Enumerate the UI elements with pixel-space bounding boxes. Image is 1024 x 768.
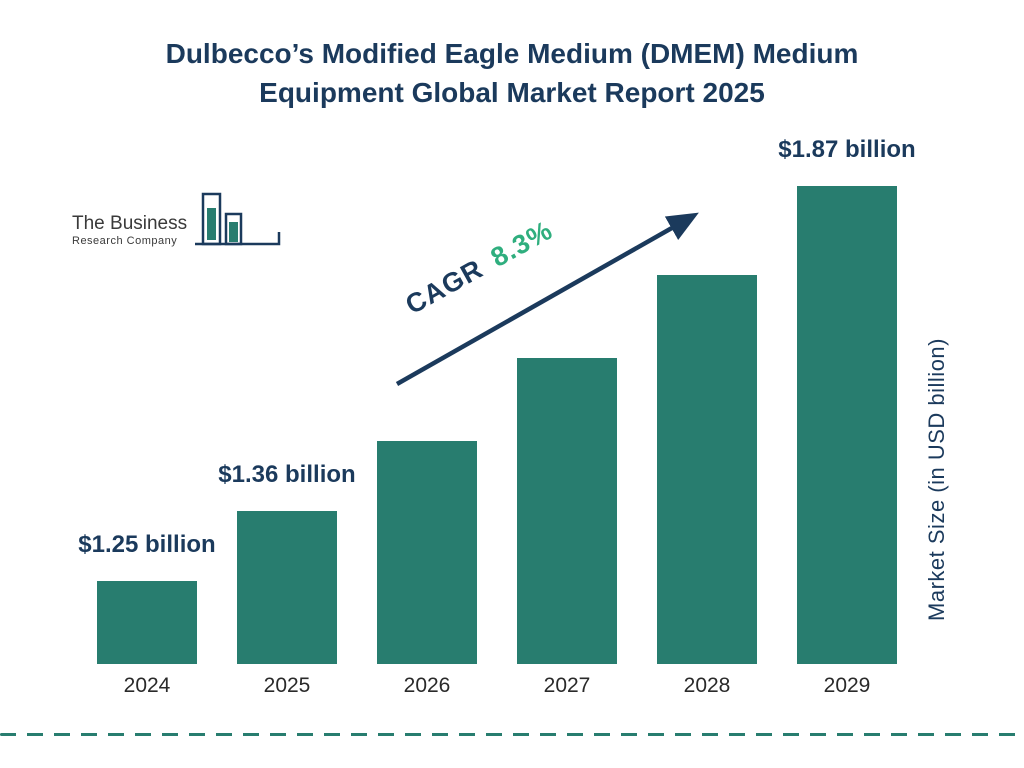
- bar-2029: [797, 186, 897, 664]
- bar-2025: [237, 511, 337, 664]
- bottom-dashed-divider: [0, 733, 1024, 736]
- x-axis-label-2028: 2028: [683, 674, 731, 697]
- bar-column-2024: $1.25 billion 2024: [78, 525, 215, 700]
- chart-title: Dulbecco’s Modified Eagle Medium (DMEM) …: [165, 38, 859, 109]
- bar-column-2027: 2027: [517, 358, 617, 700]
- bar-2028: [657, 275, 757, 664]
- x-axis-label-2027: 2027: [543, 674, 591, 697]
- bar-column-2025: $1.36 billion 2025: [218, 455, 355, 700]
- bar-chart: $1.25 billion 2024 $1.36 billion 2025 2026 20…: [78, 100, 915, 700]
- logo-text: The Business Research Company: [72, 213, 188, 247]
- logo-line1: The Business: [72, 213, 188, 235]
- y-axis-label: Market Size (in USD billion): [924, 338, 949, 621]
- x-axis-label-2025: 2025: [263, 674, 311, 697]
- bar-value-label-2029: $1.87 billion: [778, 136, 916, 164]
- x-axis-label-2024: 2024: [123, 674, 171, 697]
- bar-value-label-2024: $1.25 billion: [78, 531, 216, 559]
- bar-2026: [377, 441, 477, 664]
- logo-bar-chart-icon: [193, 192, 285, 261]
- logo: The Business Research Company: [72, 192, 285, 261]
- bar-value-label-2025: $1.36 billion: [218, 461, 356, 489]
- logo-line2: Research Company: [72, 234, 178, 247]
- bar-2027: [517, 358, 617, 664]
- bar-column-2026: 2026: [377, 441, 477, 700]
- bar-column-2028: 2028: [657, 275, 757, 700]
- x-axis-label-2029: 2029: [823, 674, 871, 697]
- bar-column-2029: $1.87 billion 2029: [778, 130, 915, 700]
- x-axis-label-2026: 2026: [403, 674, 451, 697]
- bar-2024: [97, 581, 197, 664]
